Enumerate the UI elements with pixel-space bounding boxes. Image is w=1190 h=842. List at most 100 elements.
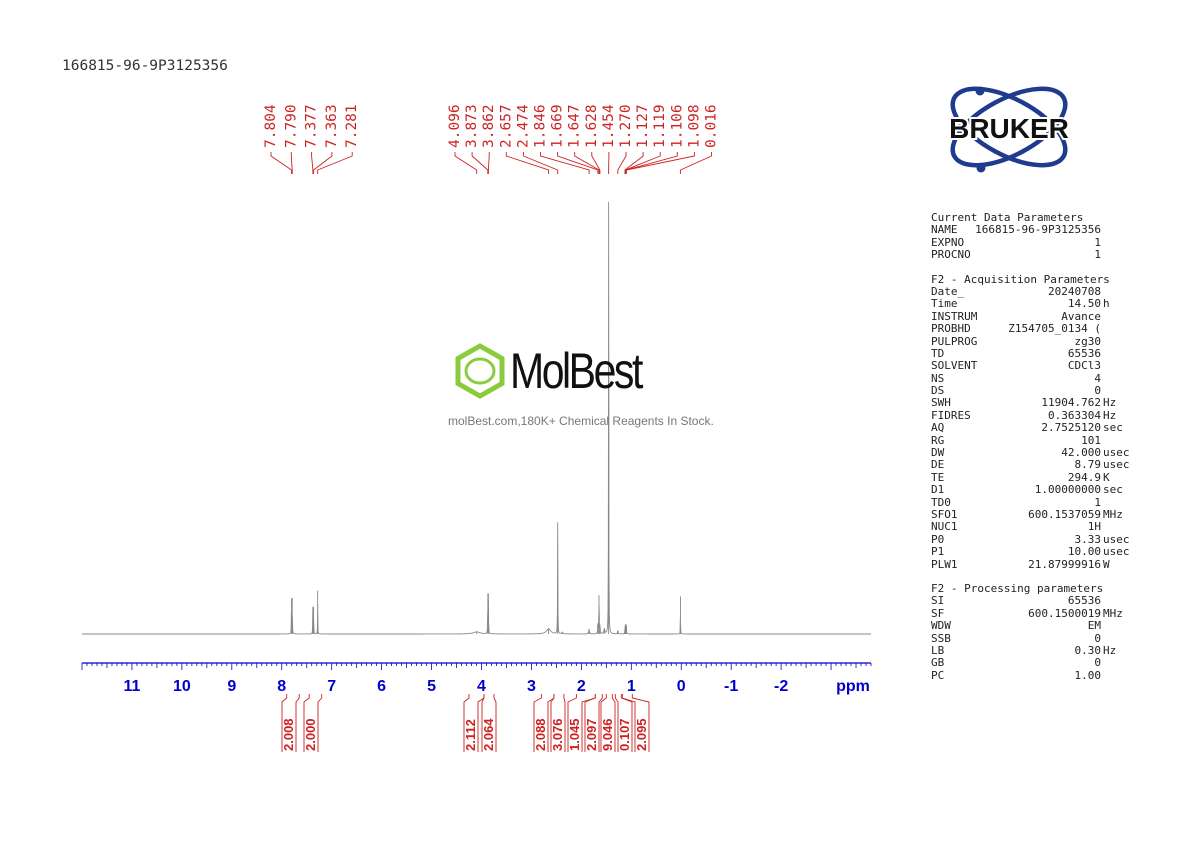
integral-value: 3.076 [550, 718, 565, 751]
integral-bracket [611, 694, 616, 752]
param-row: PROBHD Z154705_0134 ( [931, 322, 1141, 336]
integral-value: 1.045 [567, 718, 582, 751]
param-value: 0 [1094, 631, 1101, 645]
param-value: 20240708 [1048, 284, 1101, 298]
param-key: PULPROG [931, 334, 978, 348]
param-section-title: F2 - Processing parameters [931, 581, 1104, 595]
peak-label: 7.363 [324, 104, 340, 148]
peak-label: 3.873 [464, 104, 480, 148]
param-key: SFO1 [931, 507, 958, 521]
peak-label: 7.804 [263, 104, 279, 148]
param-row: TD 65536 [931, 346, 1141, 360]
param-value: 0 [1094, 384, 1101, 398]
param-row: SI 65536 [931, 594, 1141, 608]
peak-label: 4.096 [447, 104, 463, 148]
param-key: P1 [931, 545, 945, 559]
param-key: TD0 [931, 495, 951, 509]
integral-bracket [598, 694, 603, 752]
param-value: 4 [1094, 371, 1101, 385]
param-row: SOLVENT CDCl3 [931, 359, 1141, 373]
param-value: Z154705_0134 ( [1008, 322, 1101, 336]
param-key: Time [931, 297, 958, 311]
param-row: PROCNO 1 [931, 248, 1141, 261]
integral-value: 2.008 [281, 718, 296, 751]
integral-bracket [463, 694, 470, 752]
param-unit: Hz [1103, 643, 1117, 657]
param-value: 1.00 [1074, 668, 1102, 682]
bruker-logo-text: BRUKER [949, 113, 1069, 144]
axis-tick-label: -2 [774, 678, 788, 695]
param-key: LB [931, 643, 945, 657]
spectrum-line [82, 202, 871, 635]
param-row: Date_ 20240708 [931, 284, 1141, 298]
param-key: D1 [931, 483, 945, 497]
param-value: 600.1500019 [1028, 606, 1101, 620]
param-key: SSB [931, 631, 951, 645]
peak-leader-line [311, 152, 314, 174]
peak-label: 1.098 [686, 104, 702, 148]
peak-leader-line [624, 152, 644, 174]
param-value: 0 [1094, 656, 1101, 670]
peak-label: 2.657 [498, 104, 514, 148]
integral-bracket [481, 694, 485, 752]
param-row: EXPNO 1 [931, 236, 1141, 249]
bruker-logo: BRUKER [947, 86, 1071, 173]
param-row: INSTRUM Avance [931, 310, 1141, 323]
peak-leader-line [591, 152, 601, 174]
peak-leader-line [679, 152, 712, 174]
param-key: PROBHD [931, 322, 971, 336]
param-row: NS 4 [931, 371, 1141, 385]
integral-value: 0.107 [617, 718, 632, 751]
param-value: 8.79 [1074, 458, 1102, 472]
param-value: 0.30 [1074, 643, 1102, 657]
watermark-tagline: molBest.com,180K+ Chemical Reagents In S… [448, 414, 714, 428]
integral-value: 2.097 [584, 718, 599, 751]
param-value: zg30 [1074, 334, 1102, 348]
param-row: SF 600.1500019 MHz [931, 606, 1141, 620]
param-key: SF [931, 606, 945, 620]
param-value: 600.1537059 [1028, 507, 1101, 521]
peak-label: 1.846 [533, 104, 549, 148]
peak-label: 2.474 [515, 104, 531, 148]
param-row: DW 42.000 usec [931, 446, 1141, 460]
integral-value: 2.064 [481, 718, 496, 751]
peak-label: 1.270 [618, 104, 634, 148]
param-row: DS 0 [931, 384, 1141, 398]
peak-leader-line [625, 152, 695, 174]
axis-tick-label: 5 [427, 678, 436, 695]
param-row: GB 0 [931, 656, 1141, 670]
param-value: 14.50 [1067, 297, 1101, 311]
param-unit: usec [1103, 545, 1130, 559]
watermark-name: MolBest [510, 343, 643, 399]
peak-leader-line [313, 152, 333, 174]
peak-leader-line [522, 152, 559, 174]
integral-bracket [563, 694, 566, 752]
peak-label: 1.127 [635, 104, 651, 148]
param-unit: usec [1103, 446, 1130, 460]
axis-tick-label: 0 [677, 678, 686, 695]
peak-leader-line [471, 152, 489, 174]
integral-bracket [317, 694, 323, 752]
param-key: DW [931, 446, 945, 460]
integral-value: 9.046 [600, 718, 615, 751]
param-key: SOLVENT [931, 359, 978, 373]
ppm-axis: 11 10 9 8 7 6 5 4 3 2 1 0 -1 -2 ppm [81, 662, 872, 695]
peak-leader-line [487, 152, 490, 174]
param-key: DE [931, 458, 945, 472]
param-key: PLW1 [931, 557, 958, 571]
param-key: SI [931, 594, 945, 608]
param-key: TD [931, 346, 945, 360]
param-unit: h [1103, 297, 1110, 311]
param-row: NUC1 1H [931, 520, 1141, 533]
integral-bracket [493, 694, 497, 752]
peak-leader-line [290, 152, 293, 174]
integral-value: 2.095 [634, 718, 649, 751]
param-value: 101 [1081, 433, 1101, 447]
integral-bracket [281, 694, 288, 752]
param-unit: W [1103, 557, 1110, 571]
param-value: EM [1087, 619, 1101, 633]
peak-leader-line [505, 152, 550, 174]
axis-tick-label: 11 [123, 678, 140, 695]
peak-leader-line [617, 152, 627, 174]
axis-tick-label: 3 [527, 678, 536, 695]
